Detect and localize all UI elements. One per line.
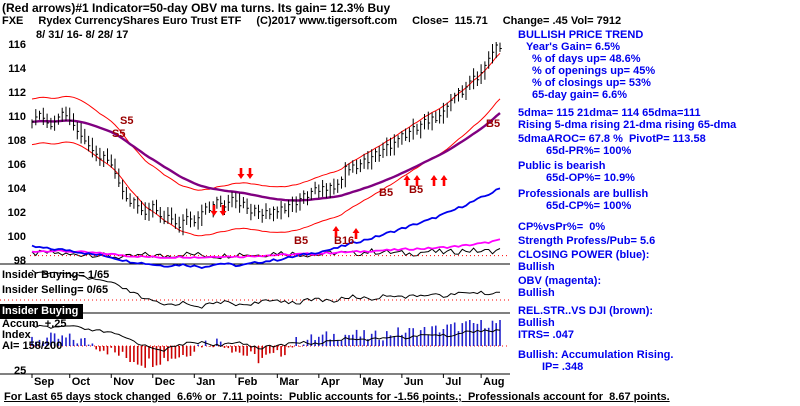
security-name: Rydex CurrencyShares Euro Trust ETF xyxy=(38,15,242,27)
copyright-text: (C)2017 www.tigersoft.com xyxy=(256,15,398,27)
indicator-line: 65d-PR%= 100% xyxy=(546,145,632,157)
trend-title: BULLISH PRICE TREND xyxy=(518,29,644,41)
signal-arrows xyxy=(210,168,448,239)
accum-label: Accum +.25 xyxy=(2,318,67,330)
indicator-stats-panel: Year's Gain= 6.5%% of days up= 48.6%% of… xyxy=(518,41,799,373)
x-axis-month-label: Oct xyxy=(71,376,91,388)
indicator-line: CLOSING POWER (blue): xyxy=(518,249,650,261)
upper-band-line xyxy=(31,52,501,191)
indicator-line: OBV (magenta): xyxy=(518,275,602,287)
ma65-line xyxy=(31,112,501,202)
indicator-line: Public is bearish xyxy=(518,160,606,172)
chart-header-row: FXE Rydex CurrencyShares Euro Trust ETF … xyxy=(2,15,621,28)
signal-label: S5 xyxy=(112,128,125,140)
y-axis-price-label: 104 xyxy=(7,183,26,195)
index-label: Index xyxy=(2,329,31,341)
ticker-symbol: FXE xyxy=(2,15,24,27)
signal-label: B5 xyxy=(294,235,308,247)
signal-label: B5 xyxy=(409,184,423,196)
indicator-line: ITRS= .047 xyxy=(518,329,574,341)
summary-footer: For Last 65 days stock changed 6.6% or 7… xyxy=(4,391,670,403)
indicator-line: Strength Profess/Pub= 5.6 xyxy=(518,235,656,247)
x-axis-month-label: Jun xyxy=(403,376,424,388)
x-axis-month-label: Nov xyxy=(113,376,135,388)
y-axis-price-label: 98 xyxy=(13,255,26,267)
signal-headline: (Red arrows)#1 Indicator=50-day OBV ma t… xyxy=(2,1,391,15)
indicator-line: Bullish xyxy=(518,287,555,299)
down-arrow-icon xyxy=(219,205,227,216)
indicator-line: 5dma= 115 21dma= 114 65dma=111 xyxy=(518,107,701,119)
y-axis-price-label: 102 xyxy=(7,207,26,219)
y-axis-price-label: 106 xyxy=(7,159,26,171)
ai-line xyxy=(31,324,501,352)
y-axis-price-label: 116 xyxy=(8,39,26,51)
date-range: 8/ 31/ 16- 8/ 28/ 17 xyxy=(36,29,129,41)
down-arrow-icon xyxy=(210,205,218,216)
indicator-line: 65d-OP%= 10.9% xyxy=(546,172,635,184)
x-axis-month-label: Apr xyxy=(320,376,340,388)
up-arrow-icon xyxy=(440,175,448,186)
indicator-line: Year's Gain= 6.5% xyxy=(526,41,621,53)
indicator-line: Professionals are bullish xyxy=(518,188,649,200)
y-axis-price-label: 108 xyxy=(7,135,26,147)
indicator-line: % of openings up= 45% xyxy=(532,65,656,77)
accum-histogram xyxy=(31,320,501,368)
indicator-line: 65-day gain= 6.6% xyxy=(532,89,628,101)
signal-label: B16 xyxy=(334,235,354,247)
rel-str-line xyxy=(31,269,501,309)
change-volume: Change= .45 Vol= 7912 xyxy=(502,15,622,27)
signal-label: B5 xyxy=(486,118,500,130)
indicator-line: Bullish: Accumulation Rising. xyxy=(518,349,674,361)
x-axis-month-label: Aug xyxy=(483,376,505,388)
x-axis-month-label: May xyxy=(362,376,384,388)
indicator-line: % of closings up= 53% xyxy=(532,77,651,89)
up-arrow-icon xyxy=(332,226,340,237)
down-arrow-icon xyxy=(246,168,254,179)
accum-scale-label: 25 xyxy=(14,365,27,377)
indicator-line: 5dmaAROC= 67.8 % PivotP= 113.58 xyxy=(518,133,706,145)
indicator-line: CP%vsPr%= 0% xyxy=(518,221,606,233)
price-bars xyxy=(31,42,502,236)
close-value: Close= 115.71 xyxy=(412,15,488,27)
x-axis-month-label: Dec xyxy=(154,376,175,388)
up-arrow-icon xyxy=(352,228,360,239)
x-axis-month-label: Jan xyxy=(196,376,216,388)
ai-value-label: AI= 158/200 xyxy=(2,340,63,352)
x-axis-month-label: Jul xyxy=(445,376,462,388)
x-axis-month-label: Mar xyxy=(279,376,299,388)
indicator-line: REL.STR..VS DJI (brown): xyxy=(518,305,654,317)
y-axis-price-label: 100 xyxy=(7,231,26,243)
down-arrow-icon xyxy=(237,168,245,179)
insider-selling-count-label: Insider Selling= 0/65 xyxy=(2,284,109,296)
y-axis-price-label: 114 xyxy=(8,63,26,75)
closing-power-line xyxy=(31,187,501,269)
indicator-line: Bullish xyxy=(518,261,555,273)
signal-label: B5 xyxy=(379,187,393,199)
up-arrow-icon xyxy=(430,175,438,186)
indicator-line: Bullish xyxy=(518,317,555,329)
indicator-line: Rising 5-dma rising 21-dma rising 65-dma xyxy=(518,119,737,131)
insider-buying-count-label: Insider Buying= 1/65 xyxy=(2,269,110,281)
up-arrow-icon xyxy=(403,175,411,186)
panel-borders xyxy=(0,263,510,378)
up-arrow-icon xyxy=(413,175,421,186)
x-axis-month-label: Feb xyxy=(237,376,258,388)
signal-label: S5 xyxy=(120,115,133,127)
indicator-line: 65d-CP%= 100% xyxy=(546,200,632,212)
indicator-line: % of days up= 48.6% xyxy=(532,53,641,65)
indicator-line: IP= .348 xyxy=(542,361,584,373)
insider-buying-strip: Insider Buying xyxy=(0,304,84,319)
y-axis-price-label: 110 xyxy=(8,111,26,123)
x-axis-month-label: Sep xyxy=(34,376,55,388)
y-axis-price-label: 112 xyxy=(8,87,26,99)
